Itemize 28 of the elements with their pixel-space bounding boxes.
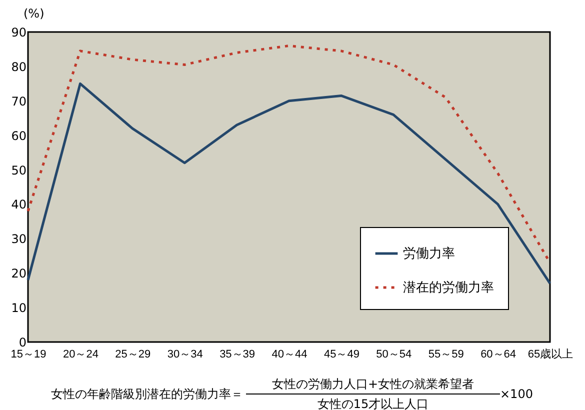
y-tick-label: 30 xyxy=(11,232,26,246)
x-tick-label: 20～24 xyxy=(62,348,98,360)
y-tick-label: 50 xyxy=(11,163,26,178)
x-tick-label: 30～34 xyxy=(167,348,203,360)
x-tick-label: 50～54 xyxy=(376,348,412,360)
y-tick-label: 90 xyxy=(11,26,26,40)
text: 女性の年齢階級別潜在的労働力率＝ xyxy=(51,387,243,401)
y-tick-label: 10 xyxy=(11,301,26,316)
y-tick-label: 20 xyxy=(11,266,26,281)
legend-label: 労働力率 xyxy=(403,246,455,262)
x-tick-label: 60～64 xyxy=(480,348,516,360)
x-tick-label: 40～44 xyxy=(272,348,308,360)
x-tick-label: 25～29 xyxy=(115,348,151,360)
y-axis-title: (%) xyxy=(24,6,44,20)
x-tick-label: 65歳以上 xyxy=(528,348,574,360)
y-tick-label: 0 xyxy=(18,336,26,350)
x-tick-label: 35～39 xyxy=(220,348,256,360)
legend-label: 潜在的労働力率 xyxy=(403,280,494,296)
text: 女性の15才以上人口 xyxy=(317,397,429,410)
y-tick-label: 80 xyxy=(11,60,26,74)
x-tick-label: 45～49 xyxy=(324,348,360,360)
text: 女性の労働力人口+女性の就業希望者 xyxy=(272,377,474,391)
y-tick-label: 70 xyxy=(11,94,26,108)
y-tick-label: 40 xyxy=(11,198,26,212)
text: ×100 xyxy=(500,387,533,401)
x-tick-label: 15～19 xyxy=(10,348,46,360)
y-tick-label: 60 xyxy=(11,128,26,143)
x-tick-label: 55～59 xyxy=(428,348,464,360)
